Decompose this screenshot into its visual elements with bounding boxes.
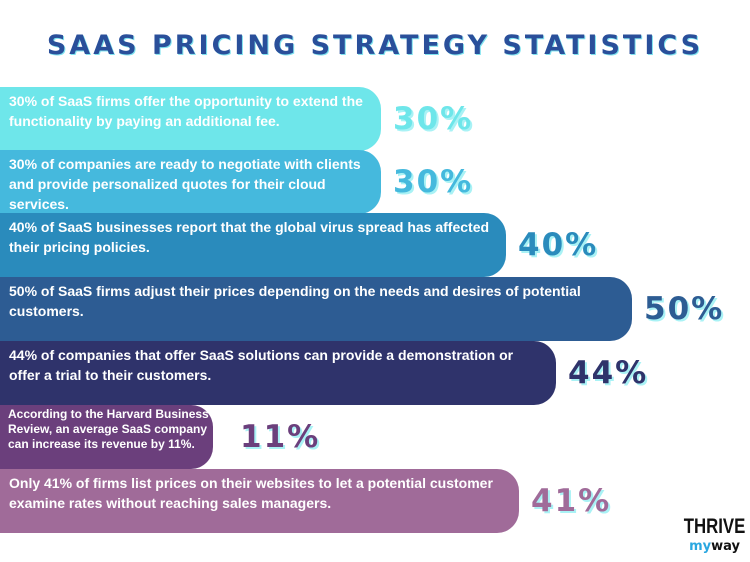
logo-my: my xyxy=(689,539,712,554)
data-label-7: 41% xyxy=(531,483,612,519)
bar-1: 30% of SaaS firms offer the opportunity … xyxy=(0,87,381,151)
bar-2: 30% of companies are ready to negotiate … xyxy=(0,150,381,214)
logo-way: way xyxy=(711,539,740,554)
bar-label-7: Only 41% of firms list prices on their w… xyxy=(9,475,493,511)
data-label-5: 44% xyxy=(568,355,649,391)
data-label-2: 30% xyxy=(393,164,474,200)
bar-label-4: 50% of SaaS firms adjust their prices de… xyxy=(9,283,581,319)
bar-label-1: 30% of SaaS firms offer the opportunity … xyxy=(9,93,363,129)
thrive-my-way-logo: THRIVE myway xyxy=(676,516,750,553)
chart-title: SAAS PRICING STRATEGY STATISTICS xyxy=(46,30,704,61)
bar-6: According to the Harvard Business Review… xyxy=(0,405,213,469)
data-label-6: 11% xyxy=(240,419,321,455)
bar-4: 50% of SaaS firms adjust their prices de… xyxy=(0,277,632,341)
bar-label-2: 30% of companies are ready to negotiate … xyxy=(9,156,361,212)
data-label-4: 50% xyxy=(644,291,725,327)
bar-label-6: According to the Harvard Business Review… xyxy=(8,407,209,451)
bar-label-5: 44% of companies that offer SaaS solutio… xyxy=(9,347,514,383)
data-label-3: 40% xyxy=(518,227,599,263)
bar-5: 44% of companies that offer SaaS solutio… xyxy=(0,341,556,405)
bar-7: Only 41% of firms list prices on their w… xyxy=(0,469,519,533)
bar-label-3: 40% of SaaS businesses report that the g… xyxy=(9,219,490,255)
data-label-1: 30% xyxy=(393,101,474,137)
logo-text: THRIVE xyxy=(683,515,746,538)
bar-3: 40% of SaaS businesses report that the g… xyxy=(0,213,506,277)
